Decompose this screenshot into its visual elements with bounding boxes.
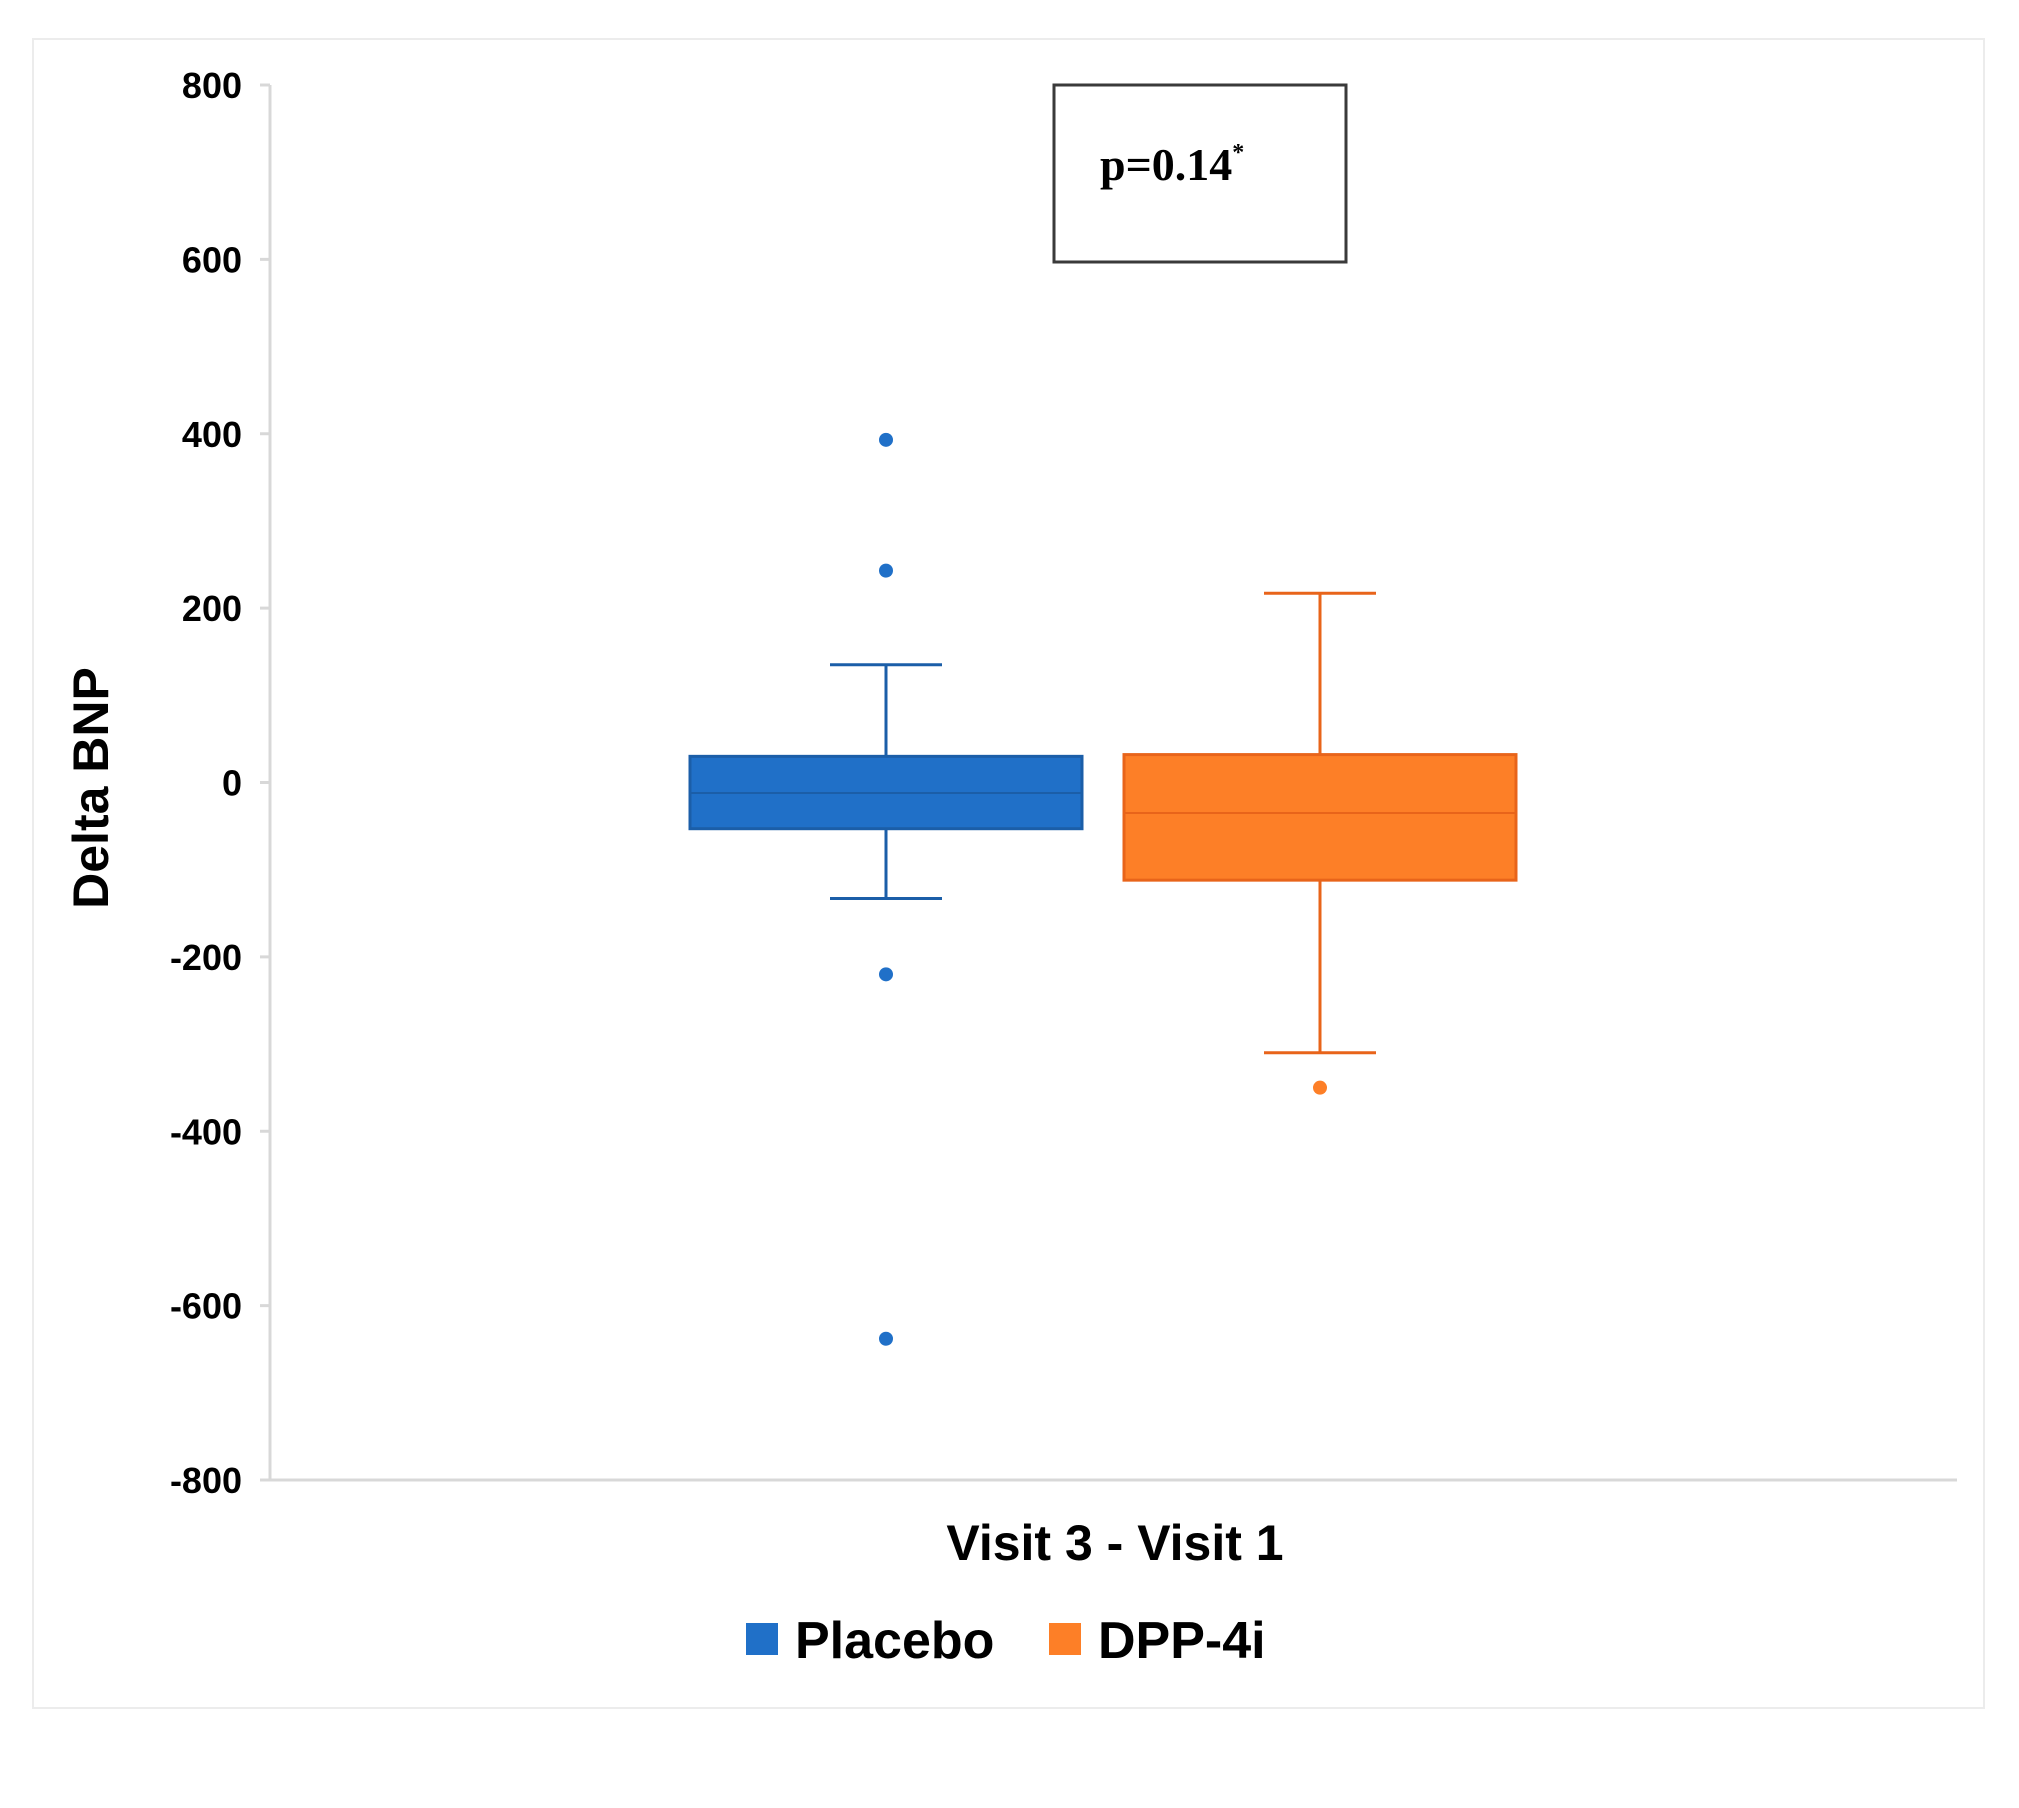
y-tick-label: 600 (182, 239, 242, 280)
box-series (688, 432, 1518, 1346)
x-axis-title: Visit 3 - Visit 1 (946, 1515, 1283, 1571)
p-value-box (1052, 83, 1348, 264)
chart-frame (32, 38, 1985, 1709)
y-tick-label: 800 (182, 65, 242, 106)
outlier-point (879, 432, 893, 447)
y-tick-label: -800 (170, 1460, 242, 1501)
p-value-text: p=0.14* (1100, 139, 1244, 190)
y-axis-title: Delta BNP (63, 667, 119, 909)
y-tick-label: 200 (182, 588, 242, 629)
legend: Placebo DPP-4i (746, 1612, 1266, 1670)
y-tick-label: -600 (170, 1286, 242, 1327)
iqr-box (1122, 753, 1518, 882)
box-placebo (688, 432, 1084, 1346)
outlier-point (879, 563, 893, 578)
legend-swatch-placebo (746, 1623, 778, 1655)
y-axis-ticks: 800 600 400 200 0 -200 -400 -600 -800 (170, 65, 270, 1501)
legend-label-placebo: Placebo (795, 1612, 994, 1670)
y-tick-label: -400 (170, 1111, 242, 1152)
box-dpp4i (1122, 591, 1518, 1095)
outlier-point (879, 967, 893, 982)
p-value-annotation: p=0.14* (1052, 83, 1348, 264)
y-tick-label: 400 (182, 414, 242, 455)
outlier-point (1313, 1080, 1327, 1095)
y-tick-label: -200 (170, 937, 242, 978)
legend-swatch-dpp4i (1049, 1623, 1081, 1655)
outlier-point (879, 1331, 893, 1346)
legend-label-dpp4i: DPP-4i (1098, 1612, 1266, 1670)
plot-area: 800 600 400 200 0 -200 -400 -600 -800 (170, 65, 1957, 1501)
y-tick-label: 0 (222, 763, 242, 804)
